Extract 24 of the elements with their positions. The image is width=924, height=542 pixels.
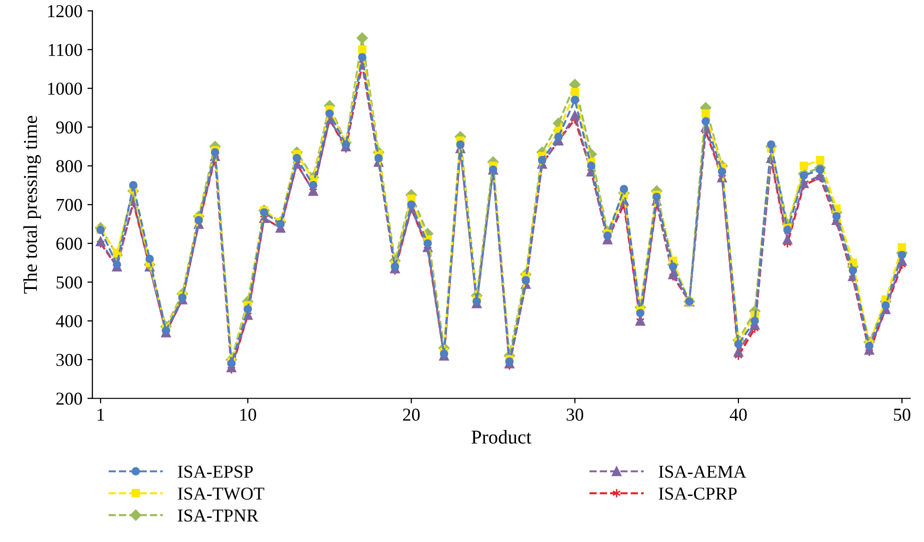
y-axis-title: The total pressing time: [23, 116, 42, 294]
x-tick-label: 1: [98, 408, 104, 421]
y-tick-label: 300: [56, 354, 82, 366]
legend-label: ISA-AEMA: [658, 466, 746, 478]
legend-label: ISA-TWOT: [178, 488, 264, 500]
y-tick-label: 1100: [48, 44, 82, 56]
y-tick-label: 500: [56, 276, 82, 289]
y-tick-label: 1000: [48, 82, 82, 95]
x-tick-label: 10: [240, 408, 256, 421]
legend-label: ISA-EPSP: [178, 466, 253, 478]
y-tick-label: 400: [56, 315, 82, 328]
y-tick-label: 600: [56, 238, 82, 250]
x-axis-title: Product: [472, 430, 532, 444]
x-tick-label: 40: [730, 408, 747, 421]
legend-label: ISA-TPNR: [178, 509, 258, 522]
y-tick-label: 800: [56, 160, 82, 172]
x-tick-label: 30: [566, 408, 584, 421]
legend-label: ISA-CPRP: [658, 488, 737, 500]
y-tick-label: 1200: [48, 5, 82, 18]
y-tick-label: 700: [56, 198, 82, 212]
x-tick-label: 50: [894, 408, 910, 421]
x-tick-label: 20: [403, 408, 420, 421]
y-tick-label: 200: [56, 392, 82, 405]
y-tick-label: 900: [56, 121, 82, 134]
